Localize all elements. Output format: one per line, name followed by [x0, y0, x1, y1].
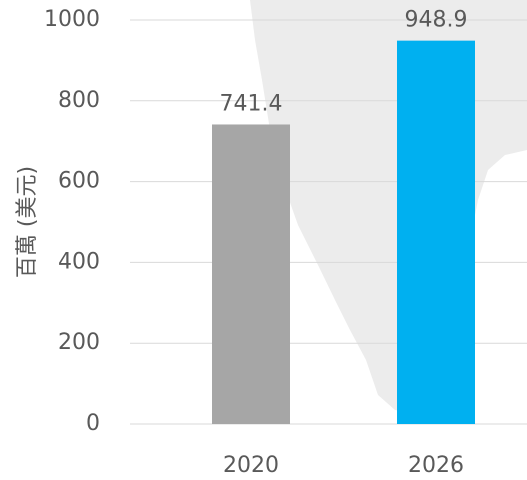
x-tick-label: 2026 — [408, 453, 464, 478]
y-tick-label: 0 — [86, 411, 100, 436]
y-tick-label: 600 — [58, 169, 100, 194]
value-label: 948.9 — [405, 8, 468, 33]
bar — [212, 124, 290, 425]
y-tick-label: 800 — [58, 88, 100, 113]
y-tick-label: 400 — [58, 249, 100, 274]
value-label: 741.4 — [220, 91, 283, 116]
y-tick-label: 1000 — [44, 7, 100, 32]
bar — [397, 40, 475, 424]
y-axis-label: 百萬 (美元) — [15, 166, 40, 278]
background-map — [250, 0, 527, 414]
y-tick-label: 200 — [58, 330, 100, 355]
x-tick-label: 2020 — [223, 453, 279, 478]
